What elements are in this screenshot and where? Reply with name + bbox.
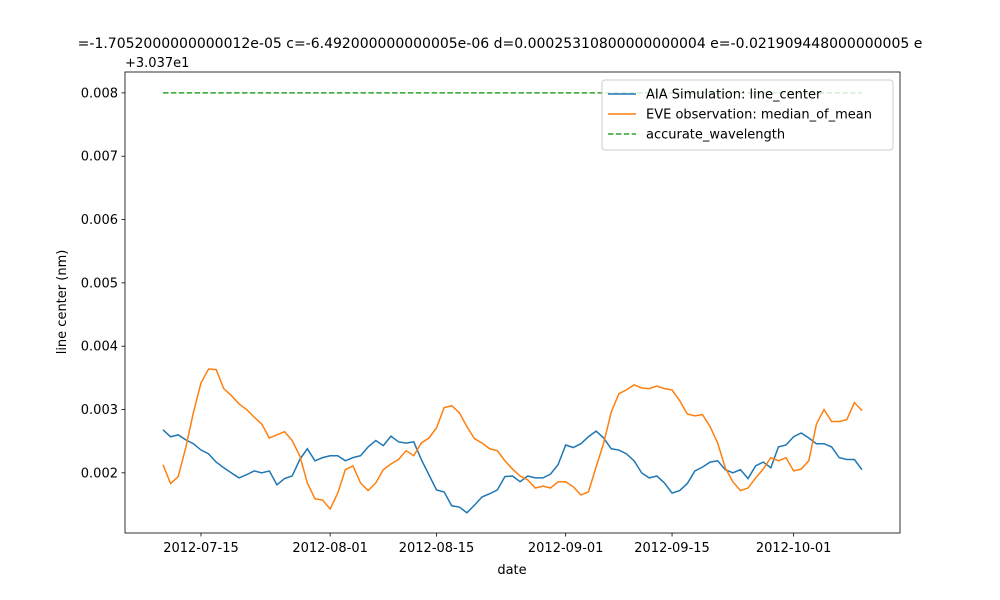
series-line [162,368,863,511]
y-offset-label: +3.037e1 [125,56,189,71]
y-tick-label: 0.002 [81,466,118,481]
x-axis-label: date [497,563,526,578]
x-tick-label: 2012-09-01 [528,541,604,556]
y-tick-label: 0.003 [81,403,118,418]
x-tick-label: 2012-09-15 [634,541,710,556]
y-tick-label: 0.008 [81,86,118,101]
x-tick-label: 2012-10-01 [756,541,832,556]
chart-title: =-1.7052000000000012e-05 c=-6.4920000000… [78,36,923,52]
y-tick-label: 0.006 [81,213,118,228]
x-tick-label: 2012-07-15 [163,541,239,556]
legend: AIA Simulation: line_center EVE observati… [601,79,894,151]
x-tick-label: 2012-08-01 [292,541,368,556]
legend-label: accurate_wavelength [646,128,785,143]
y-tick-label: 0.004 [81,340,118,355]
legend-box [601,79,894,151]
y-tick-label: 0.007 [81,150,118,165]
y-tick-label: 0.005 [81,276,118,291]
legend-label: EVE observation: median_of_mean [646,108,872,123]
y-axis-label: line center (nm) [55,250,70,355]
series-line [162,429,863,514]
plot-frame [124,71,901,534]
x-tick-label: 2012-08-15 [399,541,475,556]
legend-label: AIA Simulation: line_center [646,88,822,103]
